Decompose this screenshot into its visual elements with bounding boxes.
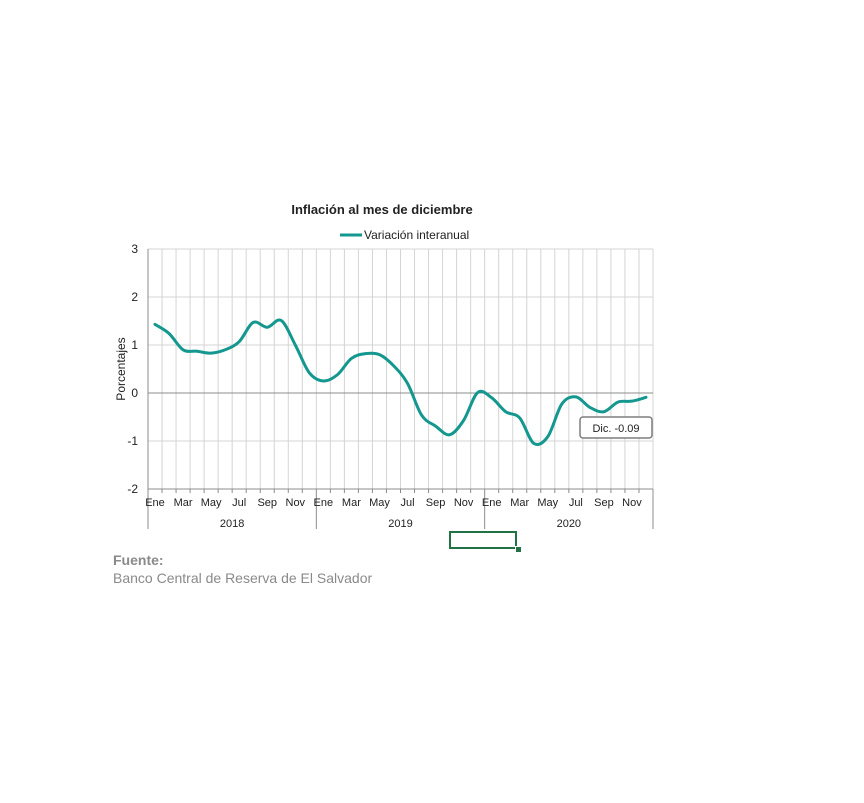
- callout-label: Dic. -0.09: [592, 423, 639, 435]
- data-point: [252, 321, 255, 324]
- data-point: [560, 403, 563, 406]
- x-tick-label: Sep: [257, 497, 277, 509]
- x-tick-label: Mar: [174, 497, 193, 509]
- x-tick-label: May: [201, 497, 222, 509]
- data-point: [238, 340, 241, 343]
- data-point: [168, 332, 171, 335]
- y-tick-label: 3: [131, 242, 138, 256]
- source-note: Fuente: Banco Central de Reserva de El S…: [113, 551, 372, 587]
- x-tick-label: Jul: [400, 497, 414, 509]
- source-label: Fuente:: [113, 552, 164, 568]
- data-point: [644, 396, 647, 399]
- data-point: [364, 352, 367, 355]
- data-point: [630, 400, 633, 403]
- data-point: [406, 382, 409, 385]
- data-point: [462, 419, 465, 422]
- data-point: [518, 416, 521, 419]
- x-group-label: 2019: [388, 518, 412, 530]
- x-tick-label: Ene: [145, 497, 165, 509]
- y-axis-label: Porcentajes: [114, 337, 128, 400]
- data-point: [448, 433, 451, 436]
- x-tick-label: Ene: [482, 497, 502, 509]
- data-point: [546, 435, 549, 438]
- data-point: [182, 348, 185, 351]
- x-tick-label: Sep: [426, 497, 446, 509]
- axes: 3 2 1 0 -1 -2 Ene Mar May Jul Sep Nov Ene Mar May Jul Se…: [127, 242, 654, 530]
- data-point: [574, 395, 577, 398]
- callout-box: [579, 416, 653, 439]
- data-callout: Dic. -0.09: [579, 416, 653, 439]
- data-point: [210, 352, 213, 355]
- source-text: Banco Central de Reserva de El Salvador: [113, 570, 373, 586]
- data-point: [280, 319, 283, 322]
- x-tick-label: Nov: [286, 497, 306, 509]
- data-point: [434, 425, 437, 428]
- x-tick-label: Mar: [510, 497, 529, 509]
- y-tick-label: 1: [131, 338, 138, 352]
- grid: [148, 248, 654, 490]
- data-point: [476, 391, 479, 394]
- series-line-variacion-interanual: [153, 318, 648, 447]
- y-tick-label: -1: [127, 434, 138, 448]
- chart-title: Inflación al mes de diciembre: [291, 202, 472, 217]
- data-point: [224, 348, 227, 351]
- data-point: [196, 350, 199, 353]
- data-point: [266, 326, 269, 329]
- data-point: [294, 344, 297, 347]
- x-tick-label: Nov: [454, 497, 474, 509]
- data-point: [504, 410, 507, 413]
- x-group-label: 2018: [220, 518, 244, 530]
- selected-cell[interactable]: [449, 531, 517, 549]
- data-point: [616, 401, 619, 404]
- fill-handle[interactable]: [515, 546, 522, 553]
- y-tick-label: 2: [131, 290, 138, 304]
- data-point: [308, 371, 311, 374]
- series-layer: [153, 318, 648, 447]
- legend: Variación interanual: [340, 228, 469, 242]
- data-point: [392, 364, 395, 367]
- data-point: [378, 353, 381, 356]
- x-tick-label: Sep: [594, 497, 614, 509]
- data-point: [602, 410, 605, 413]
- x-group-label: 2020: [557, 518, 581, 530]
- y-tick-label: 0: [131, 386, 138, 400]
- data-point: [322, 380, 325, 383]
- data-point: [532, 442, 535, 445]
- y-tick-label: -2: [127, 482, 138, 496]
- x-tick-label: Jul: [569, 497, 583, 509]
- x-tick-label: Nov: [622, 497, 642, 509]
- x-tick-label: May: [369, 497, 390, 509]
- data-point: [490, 396, 493, 399]
- x-tick-label: Ene: [314, 497, 334, 509]
- data-point: [588, 406, 591, 409]
- x-tick-label: Jul: [232, 497, 246, 509]
- legend-label: Variación interanual: [364, 228, 469, 242]
- data-point: [350, 357, 353, 360]
- data-point: [420, 414, 423, 417]
- data-point: [336, 373, 339, 376]
- x-tick-label: May: [537, 497, 558, 509]
- x-tick-label: Mar: [342, 497, 361, 509]
- data-point: [154, 323, 157, 326]
